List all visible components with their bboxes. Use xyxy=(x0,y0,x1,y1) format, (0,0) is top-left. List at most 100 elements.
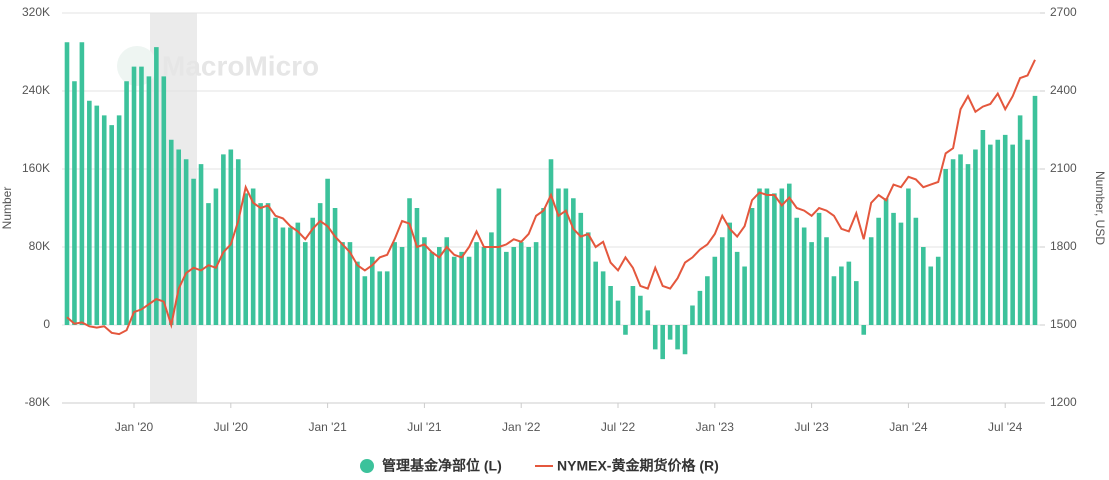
watermark: MacroMicro xyxy=(162,50,319,81)
bar xyxy=(980,130,986,325)
bar xyxy=(891,212,896,325)
bar xyxy=(392,242,397,325)
bar xyxy=(853,281,859,325)
bar xyxy=(608,286,613,325)
bar xyxy=(973,149,978,325)
x-tick-label: Jul '23 xyxy=(794,420,829,434)
bar xyxy=(347,242,353,325)
bar xyxy=(898,222,904,325)
bar xyxy=(861,325,867,335)
x-tick-label: Jul '22 xyxy=(601,420,636,434)
bar xyxy=(235,159,241,325)
bar xyxy=(213,188,219,325)
bar xyxy=(116,115,122,325)
bar xyxy=(168,139,174,325)
bar xyxy=(749,208,755,325)
bar xyxy=(943,169,948,325)
bar xyxy=(466,256,472,325)
bar xyxy=(496,188,502,325)
bar xyxy=(868,237,874,325)
bar xyxy=(585,232,591,325)
bar xyxy=(332,208,338,325)
y-tick-label: 320K xyxy=(22,5,50,19)
bar xyxy=(131,66,137,325)
bar xyxy=(79,42,85,325)
bar xyxy=(556,188,561,325)
bar xyxy=(101,115,107,325)
x-tick-label: Jan '23 xyxy=(696,420,735,434)
bar xyxy=(995,139,1001,325)
bar xyxy=(340,242,345,325)
bar xyxy=(675,325,680,350)
bar xyxy=(1025,139,1030,325)
bar xyxy=(600,271,606,325)
bar xyxy=(913,217,919,325)
x-tick-label: Jul '24 xyxy=(988,420,1023,434)
bar xyxy=(742,266,747,325)
y-tick-label: 160K xyxy=(22,161,50,175)
bar xyxy=(451,256,457,325)
bar xyxy=(258,203,263,325)
legend-marker xyxy=(360,459,374,473)
bar xyxy=(839,266,844,325)
bar xyxy=(161,76,167,325)
bar xyxy=(578,212,584,325)
x-tick-label: Jul '20 xyxy=(214,420,249,434)
bar xyxy=(295,222,301,325)
bar xyxy=(697,290,703,325)
bar xyxy=(660,325,665,360)
bar xyxy=(571,198,576,325)
bar xyxy=(526,247,531,325)
bar xyxy=(541,208,546,325)
bar xyxy=(533,242,539,325)
bar xyxy=(921,247,926,325)
bar xyxy=(548,159,554,325)
x-tick-label: Jul '21 xyxy=(407,420,442,434)
bar xyxy=(1002,134,1008,325)
y-tick-label: 240K xyxy=(22,83,50,97)
y2-tick-label: 2100 xyxy=(1050,161,1077,175)
bar xyxy=(950,159,956,325)
bar xyxy=(667,325,673,340)
bar xyxy=(228,149,234,325)
bar xyxy=(273,217,278,325)
bar xyxy=(705,276,710,325)
bar xyxy=(444,237,450,325)
bar xyxy=(377,271,383,325)
bar xyxy=(965,164,971,325)
bar xyxy=(831,276,837,325)
y-tick-label: 80K xyxy=(29,239,50,253)
x-tick-label: Jan '24 xyxy=(889,420,928,434)
bar xyxy=(302,242,308,325)
bar xyxy=(504,251,509,325)
bar xyxy=(384,271,390,325)
bar xyxy=(422,237,427,325)
y2-tick-label: 1200 xyxy=(1050,395,1077,409)
bar xyxy=(109,125,114,325)
bar xyxy=(757,188,762,325)
bar xyxy=(139,66,144,325)
bar xyxy=(682,325,688,355)
bar xyxy=(794,217,800,325)
bar xyxy=(407,198,412,325)
bar xyxy=(64,42,70,325)
bar xyxy=(623,325,628,335)
bar xyxy=(459,251,464,325)
y2-axis-title: Number, USD xyxy=(1093,171,1107,245)
bar xyxy=(1010,144,1015,325)
bar xyxy=(280,227,286,325)
legend-label: 管理基金净部位 (L) xyxy=(382,458,502,474)
bar xyxy=(481,247,487,325)
watermark-logo xyxy=(117,46,157,86)
bar xyxy=(906,188,911,325)
x-tick-label: Jan '20 xyxy=(115,420,154,434)
bar xyxy=(928,266,934,325)
bar xyxy=(399,247,405,325)
bar xyxy=(764,188,770,325)
bar xyxy=(734,251,740,325)
bar xyxy=(72,81,77,325)
bar xyxy=(355,261,360,325)
bar xyxy=(474,242,479,325)
bar xyxy=(206,203,211,325)
bar xyxy=(325,178,330,325)
